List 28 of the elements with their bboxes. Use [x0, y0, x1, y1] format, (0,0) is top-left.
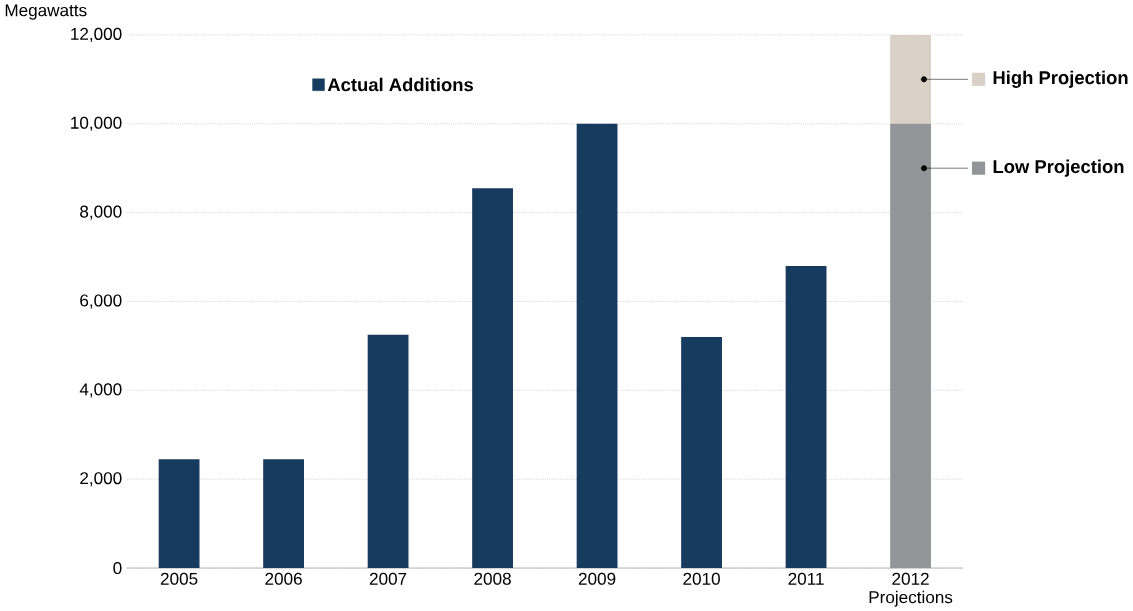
y-tick-label: 2,000 — [80, 472, 122, 487]
bar — [785, 265, 827, 569]
y-tick-label: 0 — [113, 561, 122, 575]
x-tick-label: 2005 — [160, 572, 198, 585]
y-tick-label: 6,000 — [80, 294, 122, 309]
bar — [158, 459, 200, 569]
x-tick-label: 2006 — [265, 572, 302, 585]
bar — [890, 34, 931, 124]
bar — [472, 188, 513, 569]
x-tick-label: 2010 — [683, 572, 720, 585]
y-tick-label: 12,000 — [71, 27, 122, 42]
x-tick-label: 2009 — [578, 572, 616, 585]
bar — [576, 123, 618, 569]
x-tick-label: 2012 Projections — [869, 572, 953, 607]
y-tick-label: 8,000 — [80, 205, 122, 220]
y-axis-title: Megawatts — [5, 4, 87, 20]
bar — [890, 123, 931, 569]
x-tick-label: 2008 — [474, 572, 511, 585]
bar — [681, 337, 722, 569]
legend-label: Low Projection — [993, 159, 1124, 177]
x-tick-label: 2011 — [788, 572, 824, 585]
y-tick-label: 10,000 — [71, 116, 122, 131]
bar — [263, 459, 304, 569]
x-tick-label: 2007 — [369, 572, 407, 585]
legend-label: Actual Additions — [327, 77, 473, 92]
y-tick-label: 4,000 — [79, 383, 122, 398]
bar — [367, 334, 409, 569]
legend-label: High Projection — [993, 70, 1128, 88]
